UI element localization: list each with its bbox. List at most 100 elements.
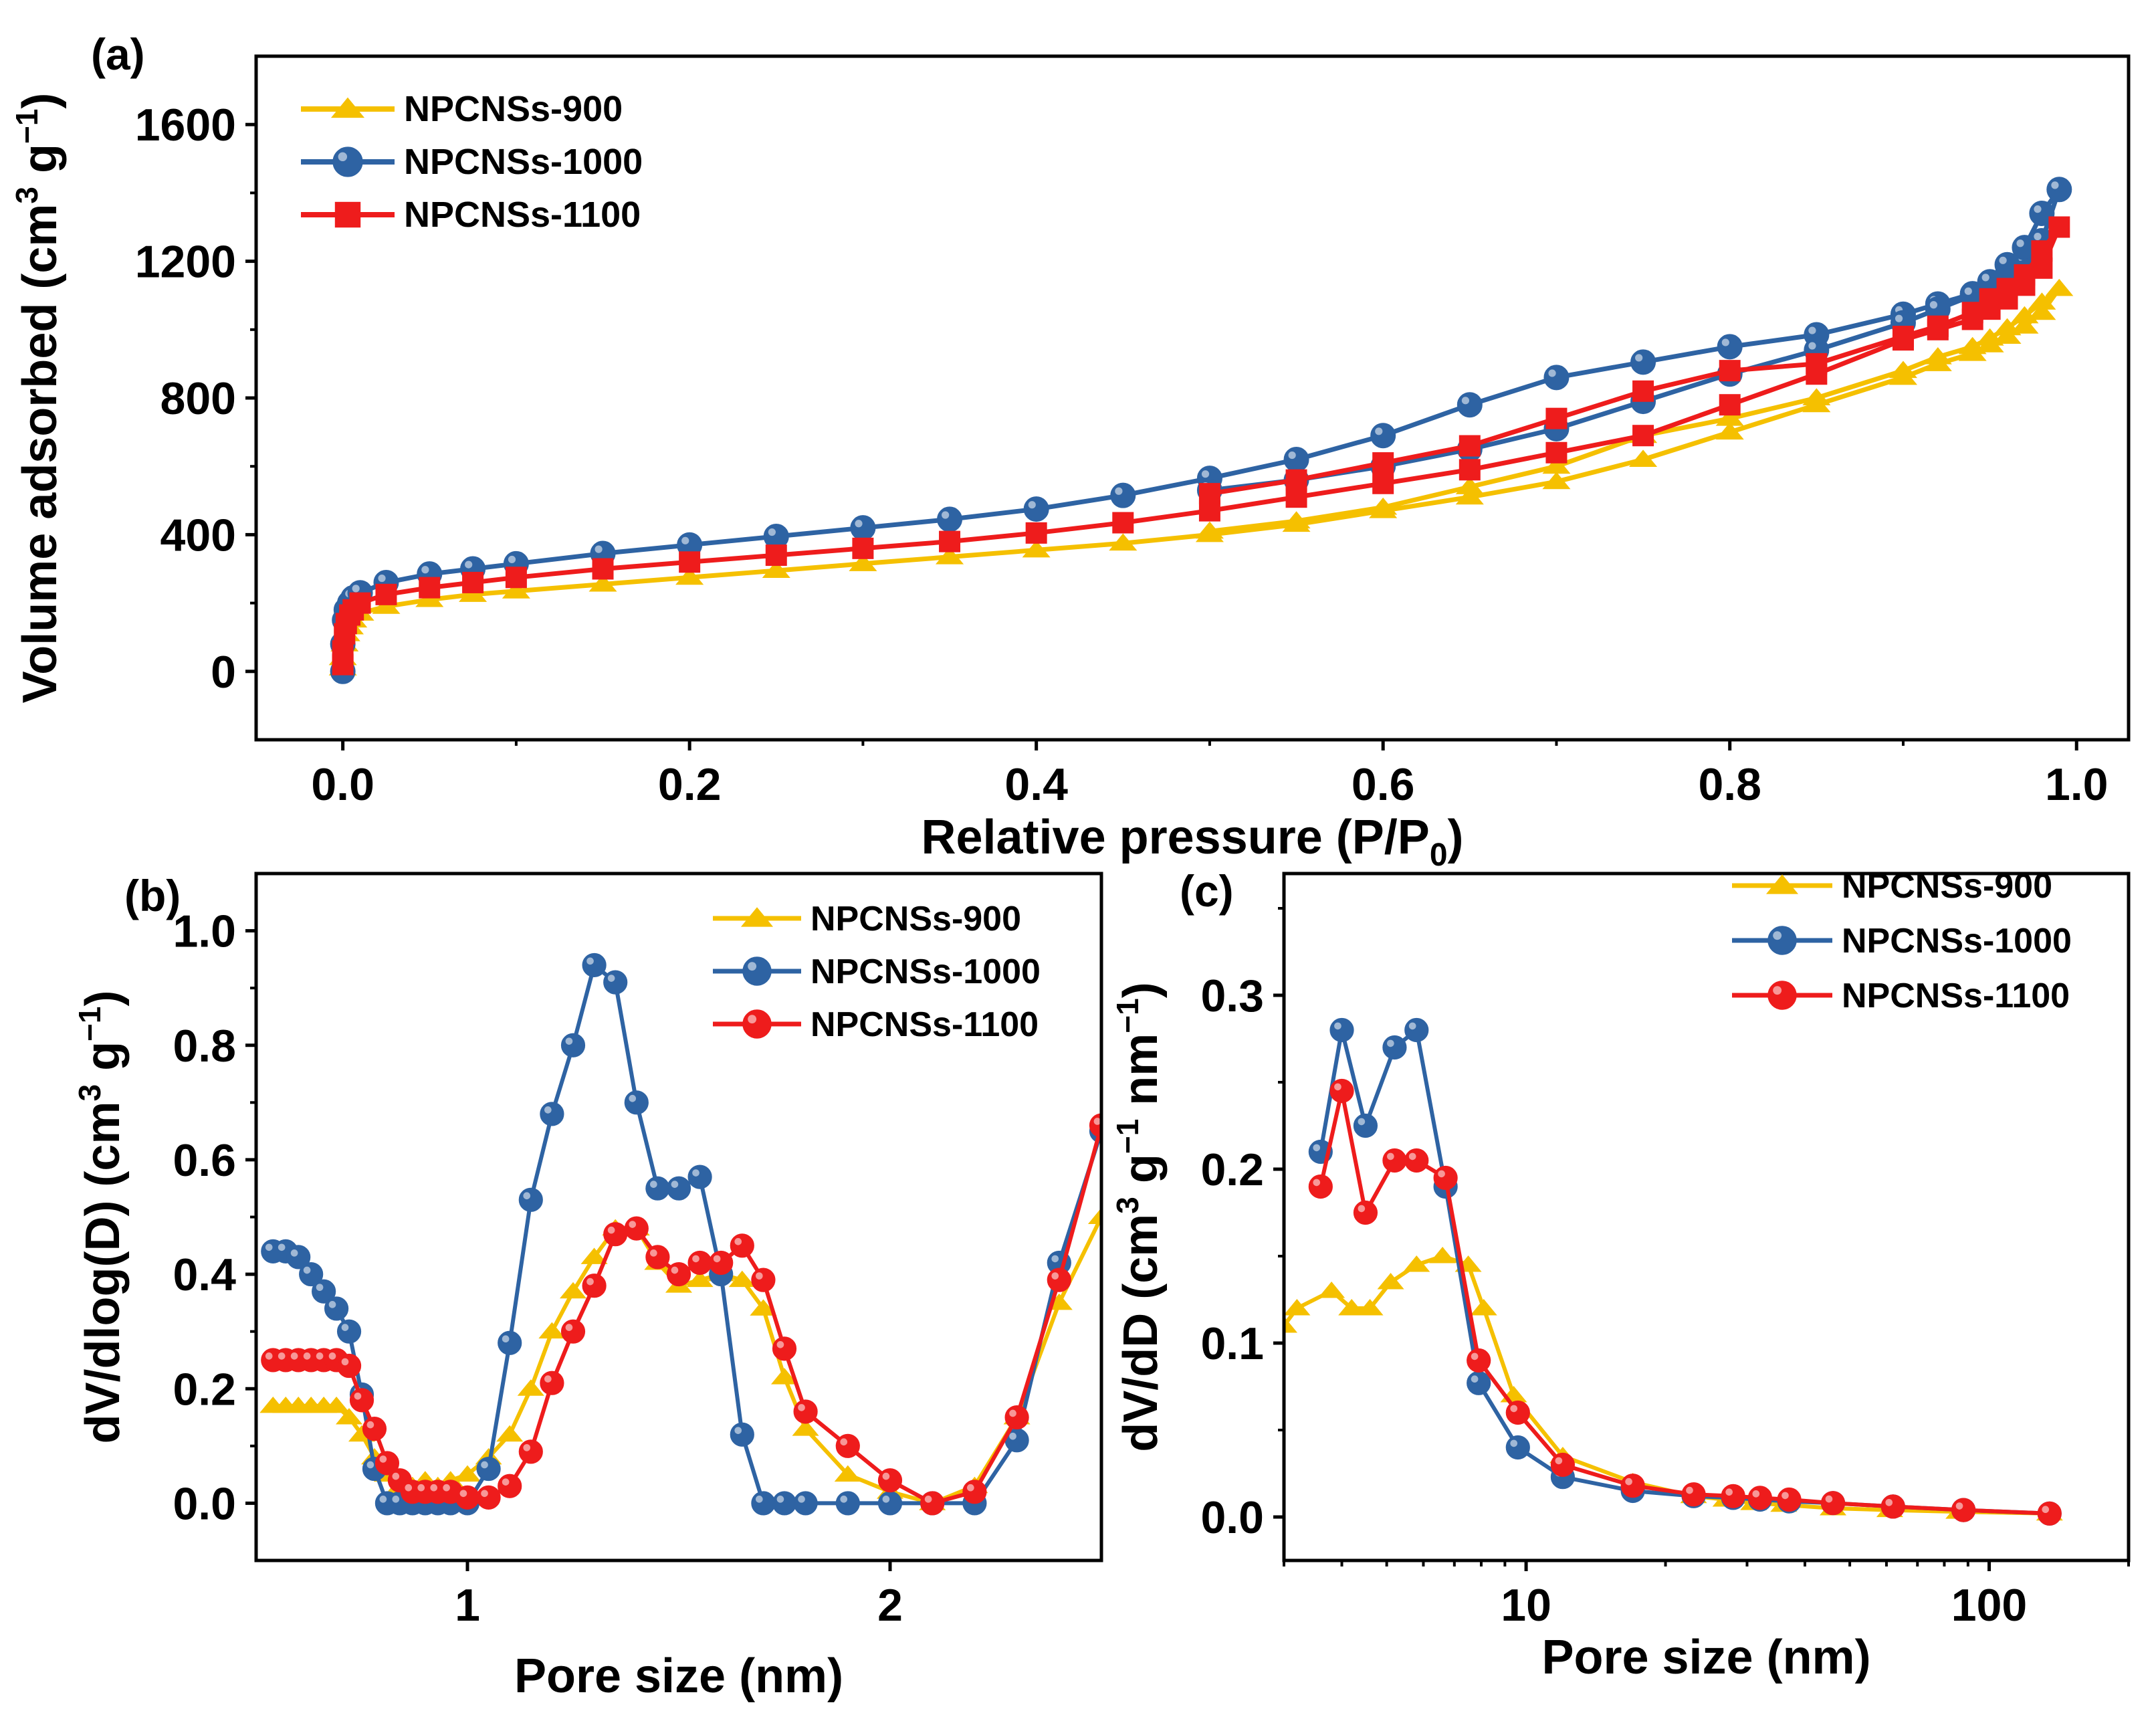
- data-point-NPCNSs-900-8: [415, 589, 444, 607]
- legend-marker-NPCNSs-900: [330, 97, 365, 118]
- data-point-NPCNSs-900-15: [935, 546, 964, 565]
- series-group: [259, 952, 1101, 1516]
- x-axis-label-end: ): [1448, 811, 1464, 864]
- legend-label-NPCNSs-1100: NPCNSs-1100: [811, 1005, 1039, 1044]
- data-point-NPCNSs-900-32: [2028, 302, 2056, 320]
- legend-marker-NPCNSs-900: [740, 907, 774, 927]
- data-point-NPCNSs-900-48: [1195, 521, 1224, 539]
- y-axis-label-sup: 3: [1110, 1197, 1145, 1214]
- y-axis-label-mid: g: [13, 144, 67, 187]
- data-point-NPCNSs-1100-34: [920, 1491, 945, 1516]
- data-point-NPCNSs-1000-17: [498, 1330, 522, 1355]
- data-point-NPCNSs-1100-7: [349, 1388, 374, 1413]
- data-point-NPCNSs-1100-9: [1620, 1474, 1645, 1498]
- data-point-NPCNSs-1000-8-highlight: [366, 1461, 374, 1469]
- data-point-NPCNSs-1000-15: [937, 506, 963, 532]
- data-point-NPCNSs-1100-16-highlight: [1955, 1502, 1963, 1510]
- data-point-NPCNSs-1000-29-highlight: [756, 1496, 763, 1503]
- data-point-NPCNSs-1100-5: [1433, 1165, 1458, 1191]
- y-axis-label-mid: g: [1114, 1154, 1168, 1197]
- y-tick-label: 0.0: [173, 1478, 236, 1529]
- data-point-NPCNSs-900-38: [1958, 336, 1987, 354]
- data-point-NPCNSs-1100-12-highlight: [1752, 1490, 1760, 1498]
- data-point-NPCNSs-1000-15-highlight: [942, 511, 950, 519]
- data-point-NPCNSs-1000-22-highlight: [1548, 369, 1556, 377]
- data-point-NPCNSs-1100-17: [1112, 512, 1134, 534]
- data-point-NPCNSs-900-9: [459, 585, 488, 602]
- panel-c: 10 100 0.0 0.1 0.2 0.3 Pore size (nm) dV/dD (cm…: [1110, 866, 2131, 1684]
- data-point-NPCNSs-1100-25: [666, 1261, 691, 1287]
- y-axis-label-mid: g: [76, 1041, 130, 1084]
- data-point-NPCNSs-900-4: [1356, 1299, 1384, 1316]
- data-point-NPCNSs-1000-0-highlight: [1313, 1144, 1321, 1152]
- data-point-NPCNSs-1000-14-highlight: [855, 520, 863, 528]
- data-point-NPCNSs-1100-21-highlight: [586, 1278, 594, 1286]
- data-point-NPCNSs-1000-23: [1630, 349, 1656, 375]
- x-tick-label: 2: [877, 1580, 903, 1631]
- y-tick-label: 0.2: [173, 1364, 236, 1415]
- data-point-NPCNSs-1000-2-highlight: [1358, 1118, 1366, 1126]
- data-point-NPCNSs-1000-18: [518, 1187, 543, 1212]
- data-point-NPCNSs-1000-6-highlight: [341, 1324, 349, 1331]
- data-point-NPCNSs-900-21: [580, 1247, 608, 1264]
- data-point-NPCNSs-1100-47: [1285, 469, 1307, 491]
- data-point-NPCNSs-1100-27: [709, 1250, 734, 1276]
- data-point-NPCNSs-1000-23-highlight: [1635, 354, 1643, 362]
- y-axis-label-sup: 3: [9, 187, 44, 204]
- data-point-NPCNSs-1100-37-highlight: [1051, 1272, 1059, 1280]
- data-point-NPCNSs-1100-5-highlight: [328, 1352, 336, 1360]
- data-point-NPCNSs-1100-13-highlight: [1782, 1492, 1789, 1500]
- data-point-NPCNSs-900-5: [1377, 1273, 1404, 1290]
- data-point-NPCNSs-1100-30: [772, 1336, 797, 1361]
- data-point-NPCNSs-1100-22: [1545, 441, 1568, 464]
- data-point-NPCNSs-900-14: [849, 554, 877, 571]
- data-point-NPCNSs-1000-11-highlight: [595, 545, 603, 553]
- data-point-NPCNSs-900-10: [502, 581, 530, 599]
- data-point-NPCNSs-900-37: [1975, 328, 2004, 346]
- data-point-NPCNSs-1100-40: [1892, 326, 1914, 348]
- y-axis-label-sup2: −1: [72, 1007, 107, 1041]
- y-axis-label-mid2: nm: [1114, 1033, 1168, 1119]
- data-point-NPCNSs-1100-4-highlight: [316, 1352, 324, 1360]
- y-tick-label: 1.0: [173, 906, 236, 957]
- data-point-NPCNSs-1000-20-highlight: [565, 1037, 573, 1045]
- data-point-NPCNSs-1100-10-highlight: [392, 1472, 400, 1480]
- y-axis-label: dV/dlog(D) (cm3 g−1): [72, 991, 130, 1444]
- data-point-NPCNSs-900-28: [728, 1270, 756, 1288]
- data-point-NPCNSs-900-24: [1715, 422, 1744, 440]
- y-tick-label: 1600: [135, 100, 236, 150]
- data-point-NPCNSs-1100-39: [1927, 315, 1949, 337]
- plot-frame: [1282, 872, 2131, 1562]
- data-point-NPCNSs-1100-16: [476, 1485, 501, 1510]
- data-point-NPCNSs-1000-23-highlight: [629, 1094, 637, 1102]
- panel-b: 1 2 0.0 0.2 0.4 0.6 0.8 1.0 Pore size (nm) dV/dlo…: [72, 871, 1103, 1703]
- data-point-NPCNSs-1000-18-highlight: [1201, 470, 1210, 478]
- data-point-NPCNSs-1100-7-highlight: [354, 1392, 362, 1400]
- data-point-NPCNSs-1000-12-highlight: [681, 536, 689, 544]
- panel-a: 0.0 0.2 0.4 0.6 0.8 1.0 0 400 800 1200 1600 Relativ…: [9, 29, 2131, 873]
- data-point-NPCNSs-900-20: [559, 1282, 587, 1299]
- data-point-NPCNSs-1100-8: [362, 1417, 387, 1441]
- data-point-NPCNSs-900-6: [1403, 1255, 1430, 1272]
- legend-marker-NPCNSs-1000: [332, 146, 363, 177]
- data-point-NPCNSs-1100-7: [375, 583, 397, 605]
- data-point-NPCNSs-1000-3-highlight: [1387, 1039, 1394, 1047]
- data-point-NPCNSs-1100-16: [1951, 1498, 1976, 1522]
- data-point-NPCNSs-1000-4-highlight: [316, 1284, 324, 1291]
- data-point-NPCNSs-900-11: [588, 574, 617, 592]
- x-tick-label: 0.2: [658, 759, 722, 810]
- data-point-NPCNSs-900-5: [323, 1396, 350, 1413]
- data-point-NPCNSs-1100-9-highlight: [1625, 1478, 1632, 1486]
- data-point-NPCNSs-900-44: [1542, 456, 1571, 474]
- data-point-NPCNSs-1100-3: [1382, 1148, 1407, 1173]
- legend-marker-NPCNSs-1000-highlight: [748, 962, 757, 971]
- data-point-NPCNSs-1000-36-highlight: [1999, 256, 2007, 264]
- data-point-NPCNSs-1100-10: [505, 567, 527, 589]
- y-tick-label: 400: [160, 510, 236, 561]
- x-axis-label: Pore size (nm): [1541, 1631, 1870, 1684]
- data-point-NPCNSs-1100-6: [336, 1353, 362, 1379]
- data-point-NPCNSs-1100-11-highlight: [405, 1484, 413, 1492]
- data-point-NPCNSs-1100-15: [1880, 1494, 1905, 1519]
- data-point-NPCNSs-900-47: [1282, 511, 1311, 528]
- x-tick-label: 0.4: [1004, 759, 1068, 810]
